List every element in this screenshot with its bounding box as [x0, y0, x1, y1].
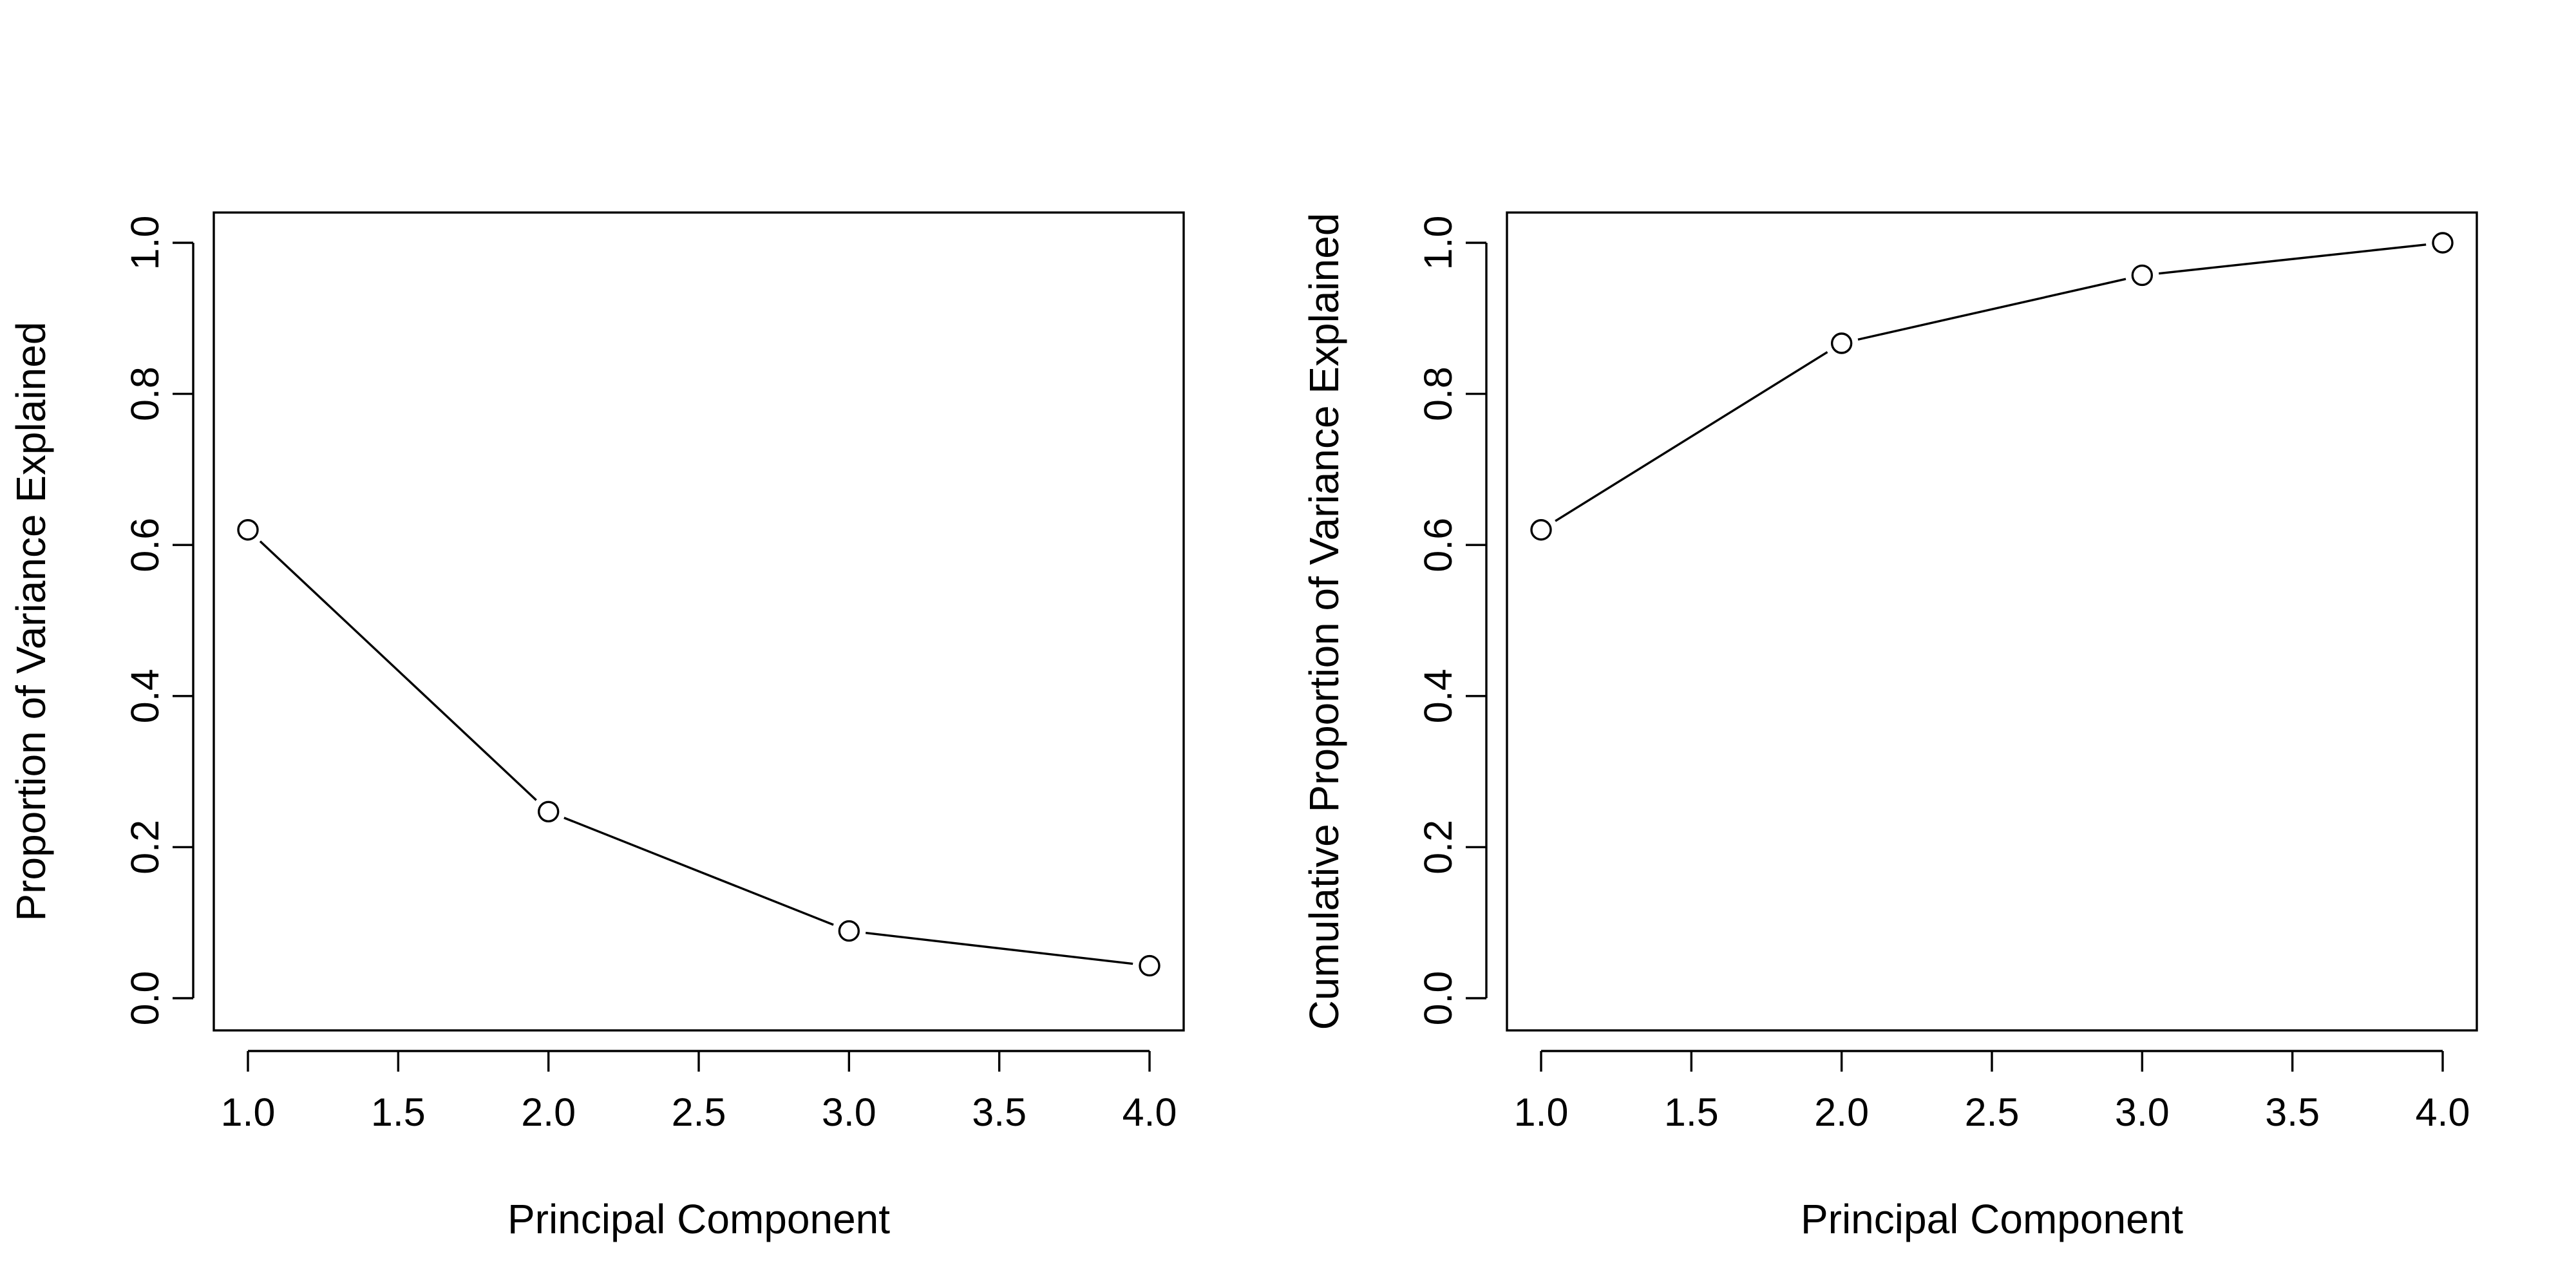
- y-tick-label: 0.6: [123, 518, 167, 573]
- x-axis-title: Principal Component: [507, 1196, 890, 1242]
- x-tick-label: 2.5: [672, 1090, 726, 1134]
- y-tick-label: 0.0: [1416, 971, 1460, 1026]
- data-point: [2131, 264, 2154, 287]
- y-tick-label: 0.6: [1416, 518, 1460, 573]
- x-tick-label: 4.0: [2416, 1090, 2470, 1134]
- series-segment: [1555, 351, 1828, 522]
- y-axis-title: Proportion of Variance Explained: [8, 322, 54, 922]
- x-tick-label: 2.0: [521, 1090, 576, 1134]
- data-point: [1830, 332, 1853, 354]
- data-point: [1530, 519, 1552, 541]
- y-tick-label: 0.0: [123, 971, 167, 1026]
- y-tick-label: 0.8: [1416, 366, 1460, 421]
- plot-frame: [213, 211, 1185, 1032]
- data-point: [237, 519, 259, 541]
- x-tick-label: 1.5: [1664, 1090, 1719, 1134]
- y-axis-title: Cumulative Proportion of Variance Explai…: [1301, 213, 1347, 1030]
- x-tick-label: 2.5: [1965, 1090, 2020, 1134]
- x-tick-label: 3.0: [2115, 1090, 2170, 1134]
- y-tick-label: 0.8: [123, 366, 167, 421]
- y-tick-label: 0.4: [123, 668, 167, 723]
- series-segment: [865, 931, 1133, 965]
- data-point: [1139, 954, 1160, 977]
- plot-frame: [1506, 211, 2478, 1032]
- x-tick-label: 2.0: [1814, 1090, 1869, 1134]
- y-tick-label: 0.4: [1416, 668, 1460, 723]
- variance-explained-panel: 1.0 1.5 2.0 2.5 3.0 3.5 4.0 0.0 0.2 0.4 0.6 0.8 1.0 P…: [8, 211, 1185, 1242]
- x-axis-title: Principal Component: [1801, 1196, 2183, 1242]
- x-tick-label: 3.5: [972, 1090, 1027, 1134]
- data-point: [537, 800, 560, 822]
- cumulative-variance-panel: 1.0 1.5 2.0 2.5 3.0 3.5 4.0 0.0 0.2 0.4 0.6 0.8 1.0 P…: [1301, 211, 2478, 1242]
- x-tick-label: 3.5: [2265, 1090, 2320, 1134]
- y-tick-label: 1.0: [123, 216, 167, 270]
- x-tick-label: 1.0: [221, 1090, 276, 1134]
- x-tick-label: 3.0: [822, 1090, 876, 1134]
- series-segment: [1857, 278, 2126, 341]
- data-point: [2432, 232, 2454, 254]
- x-tick-label: 4.0: [1122, 1090, 1177, 1134]
- series-segment: [259, 540, 537, 801]
- data-point: [838, 920, 860, 942]
- y-tick-label: 0.2: [123, 820, 167, 875]
- series-segment: [564, 817, 834, 926]
- y-tick-label: 0.2: [1416, 820, 1460, 875]
- y-tick-label: 1.0: [1416, 216, 1460, 270]
- x-tick-label: 1.5: [371, 1090, 426, 1134]
- series-segment: [2159, 243, 2427, 275]
- x-tick-label: 1.0: [1514, 1090, 1569, 1134]
